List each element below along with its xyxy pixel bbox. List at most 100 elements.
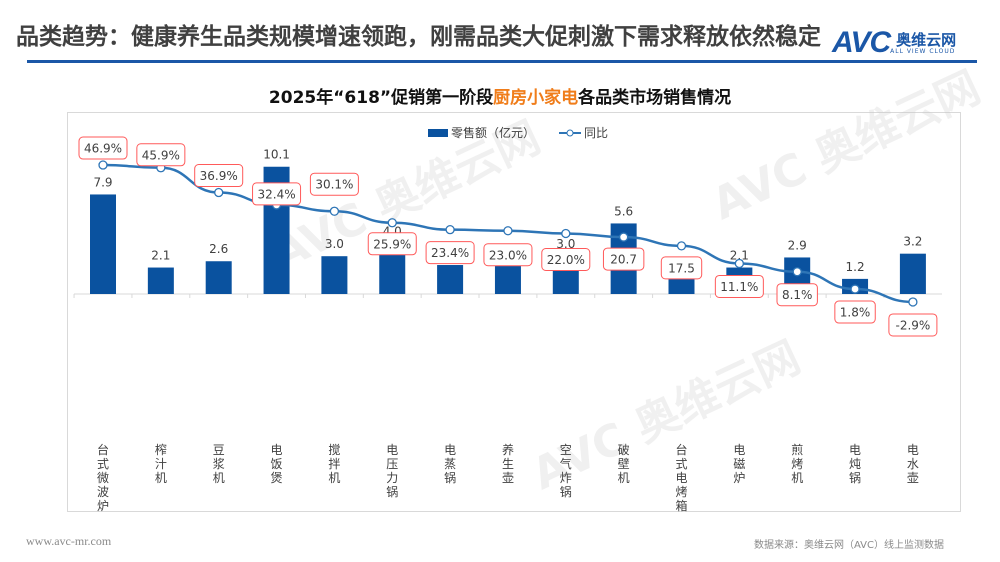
x-tick-label: 微 — [97, 471, 109, 485]
x-tick-label: 破 — [618, 442, 630, 457]
yoy-point — [387, 218, 397, 228]
yoy-label-box — [252, 182, 302, 206]
x-tick-label: 生 — [502, 457, 514, 471]
x-tick-label: 台 — [97, 442, 109, 457]
yoy-label-box — [834, 300, 876, 324]
yoy-label-box — [483, 243, 533, 267]
yoy-label: 17.5 — [668, 261, 695, 275]
bar — [90, 194, 116, 294]
yoy-point — [561, 228, 571, 239]
page-title: 品类趋势：健康养生品类规模增速领跑，刚需品类大促刺激下需求释放依然稳定 — [16, 24, 821, 50]
footer-site: www.avc-mr.com — [26, 534, 112, 548]
legend-line-icon — [559, 129, 582, 136]
x-tick-label: 电 — [907, 443, 919, 457]
x-tick-label: 机 — [155, 471, 167, 485]
yoy-point — [676, 241, 687, 251]
yoy-label-box — [660, 256, 703, 280]
yoy-label: -2.9% — [895, 318, 930, 332]
x-tick-label: 锅 — [444, 470, 456, 485]
yoy-label-box — [194, 164, 244, 188]
x-tick-label: 煎 — [791, 442, 803, 457]
chart-title: 2025年“618”促销第一阶段厨房小家电各品类市场销售情况 — [268, 88, 732, 108]
yoy-point — [850, 284, 860, 294]
yoy-label: 36.9% — [200, 169, 238, 183]
yoy-point — [734, 258, 744, 269]
x-tick-label: 台 — [675, 442, 687, 457]
bar — [205, 261, 232, 294]
yoy-label-box — [425, 241, 475, 265]
x-tick-label: 炉 — [733, 471, 745, 485]
yoy-label: 45.9% — [142, 148, 180, 162]
chart-panel — [67, 112, 961, 512]
x-tick-label: 煲 — [271, 470, 283, 485]
x-tick-label: 机 — [791, 471, 803, 485]
x-tick-label: 锅 — [386, 484, 398, 499]
yoy-point — [503, 226, 513, 236]
legend-bar-label: 零售额（亿元） — [451, 126, 536, 140]
x-tick-label: 波 — [97, 485, 109, 499]
x-tick-label: 壶 — [502, 470, 514, 485]
yoy-label: 30.1% — [315, 178, 353, 192]
yoy-label-box — [602, 247, 645, 271]
bar-value-label: 10.1 — [263, 148, 290, 162]
logo-mark: AVC — [832, 26, 891, 59]
yoy-label-box — [888, 313, 938, 337]
x-tick-label: 电 — [271, 443, 283, 457]
yoy-label: 46.9% — [84, 142, 122, 156]
yoy-label-box — [136, 143, 186, 167]
yoy-point — [792, 267, 802, 277]
bar — [437, 265, 464, 294]
yoy-point — [98, 160, 108, 170]
yoy-label: 20.7 — [610, 253, 637, 267]
x-tick-label: 锅 — [560, 484, 572, 499]
x-tick-label: 烤 — [791, 456, 803, 471]
x-tick-label: 养 — [502, 442, 514, 457]
x-tick-label: 炸 — [560, 471, 572, 485]
x-tick-label: 饭 — [271, 457, 283, 471]
yoy-point — [445, 224, 455, 235]
bar-value-label: 5.6 — [614, 204, 633, 218]
bar — [321, 256, 348, 294]
yoy-point — [619, 232, 629, 242]
legend-line-label: 同比 — [584, 126, 609, 140]
x-tick-label: 炖 — [849, 457, 861, 471]
yoy-label: 11.1% — [720, 280, 758, 294]
x-tick-label: 榨 — [155, 442, 167, 457]
bar-value-label: 1.2 — [846, 260, 865, 274]
x-tick-label: 气 — [560, 456, 572, 471]
x-tick-label: 蒸 — [444, 457, 456, 471]
x-tick-label: 空 — [560, 443, 572, 457]
x-tick-label: 壶 — [907, 470, 919, 485]
x-tick-label: 浆 — [213, 456, 225, 471]
bar-value-label: 3.0 — [325, 237, 344, 251]
bar-value-label: 7.9 — [93, 175, 112, 189]
x-tick-label: 电 — [386, 443, 398, 457]
yoy-label: 25.9% — [373, 237, 411, 251]
x-tick-label: 机 — [618, 471, 630, 485]
x-tick-label: 拌 — [328, 456, 340, 471]
x-tick-label: 锅 — [849, 470, 861, 485]
yoy-label: 32.4% — [257, 187, 295, 201]
x-tick-label: 电 — [733, 443, 745, 457]
x-tick-label: 磁 — [733, 456, 745, 471]
yoy-label-box — [776, 283, 818, 307]
title-divider — [27, 60, 977, 63]
bar-value-label: 2.1 — [730, 249, 749, 263]
yoy-label-box — [714, 274, 764, 298]
yoy-label: 8.1% — [782, 288, 813, 302]
yoy-label-box — [309, 172, 359, 196]
legend: 零售额（亿元） 同比 — [428, 124, 608, 141]
x-tick-label: 烤 — [675, 484, 687, 499]
x-tick-label: 搅 — [328, 442, 340, 457]
x-tick-label: 式 — [675, 457, 687, 471]
yoy-point — [329, 206, 340, 216]
logo-en: ALL VIEW CLOUD — [890, 47, 956, 55]
footer-source: 数据来源：奥维云网（AVC）线上监测数据 — [753, 540, 944, 551]
bar-value-label: 3.0 — [556, 237, 575, 251]
yoy-label-box — [541, 248, 591, 271]
x-tick-label: 电 — [675, 471, 687, 485]
x-tick-label: 电 — [849, 443, 861, 457]
bar-value-label: 3.2 — [903, 235, 922, 249]
x-tick-label: 电 — [444, 443, 456, 457]
